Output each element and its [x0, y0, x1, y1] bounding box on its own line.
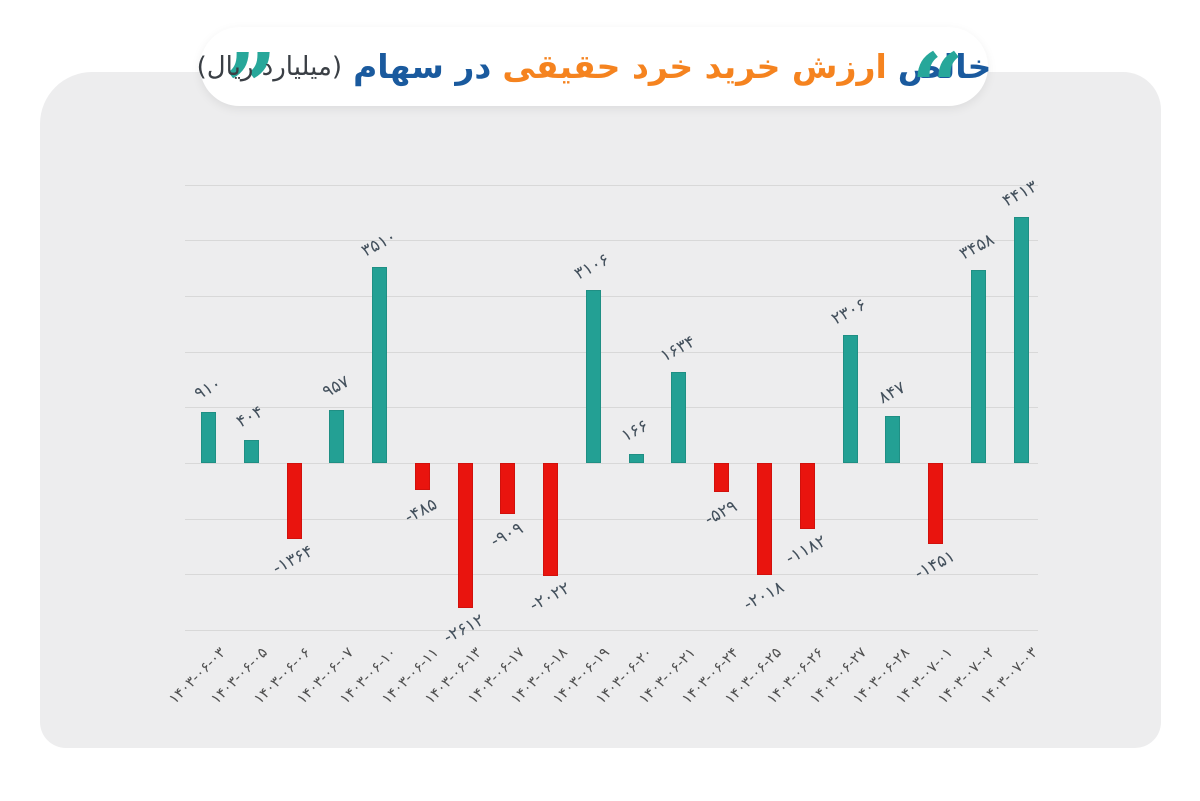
- bar-value-label: ۳۴۵۸: [956, 229, 999, 265]
- gridline: [185, 630, 1038, 632]
- bar-value-label: ۹۵۷: [319, 371, 353, 402]
- bar-negative: [286, 463, 302, 539]
- chart-title: خالص ارزش خرید خرد حقیقی در سهام (میلیار…: [197, 27, 992, 106]
- bar-positive: [372, 267, 388, 463]
- bar-value-label: ۸۴۷: [875, 377, 909, 409]
- bar-positive: [1013, 217, 1029, 463]
- bar-value-label: ۴۴۱۳: [999, 176, 1041, 212]
- gridline: [185, 184, 1038, 186]
- title-phrase-value: ارزش خرید خرد حقیقی: [502, 47, 887, 86]
- bar-negative: [414, 463, 430, 490]
- bar-value-label: -۵۲۹: [701, 496, 741, 531]
- bar-positive: [585, 289, 601, 463]
- bar-positive: [329, 409, 345, 463]
- bar-value-label: ۳۱۰۶: [571, 249, 614, 285]
- bar-negative: [714, 463, 730, 493]
- bar-negative: [457, 463, 473, 609]
- bar-value-label: -۲۰۱۸: [739, 577, 788, 616]
- gridline: [185, 463, 1038, 464]
- bar-value-label: -۱۴۵۱: [911, 545, 959, 584]
- title-unit-label: (میلیارد ریال): [196, 51, 343, 82]
- gridline: [185, 295, 1038, 297]
- bar-value-label: ۱۶۶: [618, 415, 652, 447]
- bar-value-label: ۴۰۴: [233, 402, 268, 433]
- bar-value-label: ۹۱۰: [190, 374, 225, 405]
- bar-positive: [885, 415, 901, 463]
- bar-positive: [671, 371, 687, 463]
- bar-value-label: ۲۳۰۶: [828, 294, 870, 329]
- gridline: [185, 240, 1038, 242]
- bar-positive: [842, 334, 858, 463]
- bar-value-label: ۳۵۱۰: [357, 227, 400, 262]
- gridline: [185, 351, 1038, 353]
- bar-negative: [928, 463, 944, 544]
- title-word-stocks: در سهام: [353, 47, 492, 86]
- bar-negative: [799, 463, 815, 529]
- bar-value-label: ۱۶۳۴: [657, 331, 699, 367]
- bar-negative: [757, 463, 772, 576]
- bar-value-label: -۱۱۸۲: [782, 530, 830, 569]
- gridline: [185, 518, 1038, 520]
- gridline: [185, 407, 1038, 409]
- bar-value-label: -۲۰۲۲: [526, 577, 574, 616]
- bar-positive: [201, 412, 216, 463]
- bar-positive: [628, 453, 644, 463]
- bar-negative: [500, 463, 516, 514]
- bar-negative: [543, 463, 559, 576]
- bar-positive: [970, 270, 986, 463]
- bar-value-label: -۴۸۵: [401, 494, 441, 528]
- bar-value-label: -۱۳۶۴: [269, 541, 317, 579]
- gridline: [185, 574, 1038, 576]
- bar-value-label: -۹۰۹: [487, 517, 527, 552]
- bar-positive: [243, 440, 259, 463]
- title-word-khales: خالص: [897, 47, 992, 86]
